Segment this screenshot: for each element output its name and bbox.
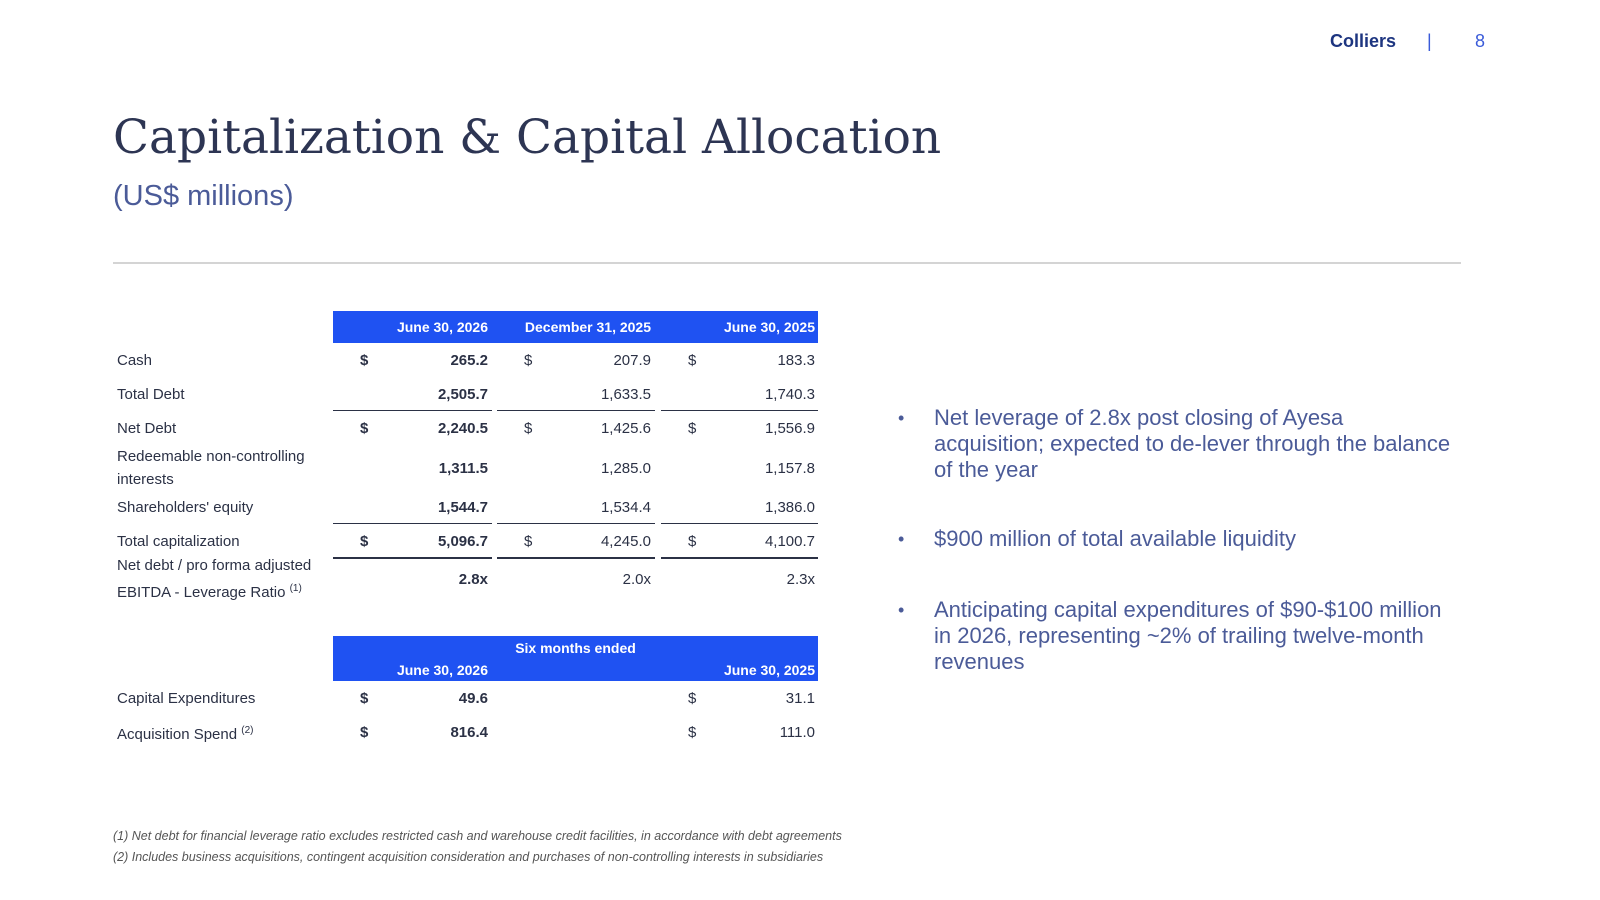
value: 1,311.5	[438, 459, 488, 477]
value: 1,544.7	[437, 499, 488, 516]
column-header: June 30, 2026	[396, 662, 488, 678]
currency: $	[688, 723, 697, 741]
bullet: • Anticipating capital expenditures of $9…	[898, 597, 1458, 675]
bullet: • $900 million of total available liquidi…	[898, 526, 1458, 552]
row-rule	[333, 523, 492, 524]
page-number: 8	[1475, 31, 1486, 51]
row-rule	[333, 557, 492, 559]
value: 1,386.0	[764, 499, 815, 516]
value: 2.8x	[458, 570, 488, 588]
value: 2,505.7	[437, 386, 488, 403]
row-label: Total Debt	[117, 378, 332, 411]
value: 2.0x	[622, 570, 651, 588]
caption: Six months ended	[515, 640, 636, 656]
column-header: June 30, 2025	[723, 319, 815, 335]
currency: $	[524, 419, 533, 437]
footnote: (2) Includes business acquisitions, cont…	[113, 850, 824, 864]
value: 111.0	[779, 723, 815, 741]
footnote-ref: (2)	[241, 724, 254, 736]
separator: |	[1427, 31, 1432, 51]
table1-header-band	[333, 311, 818, 343]
value: 265.2	[450, 352, 488, 369]
value: 1,534.4	[600, 499, 651, 516]
column-header: December 31, 2025	[524, 319, 651, 335]
currency: $	[524, 352, 533, 369]
currency: $	[360, 689, 369, 707]
value: 1,285.0	[600, 459, 651, 477]
currency: $	[360, 419, 369, 437]
currency: $	[688, 689, 697, 707]
subtitle: (US$ millions)	[113, 180, 294, 212]
currency: $	[688, 352, 697, 369]
bullet-dot: •	[898, 600, 905, 620]
row-rule	[661, 410, 818, 411]
value: 31.1	[785, 689, 815, 707]
value: 1,425.6	[600, 419, 651, 437]
row-label: Net debt / pro forma adjusted EBITDA - L…	[117, 557, 332, 601]
bullet-dot: •	[898, 408, 905, 428]
title: Capitalization & Capital Allocation	[113, 110, 942, 165]
value: 4,100.7	[764, 532, 815, 550]
row-label: Acquisition Spend (2)	[117, 715, 332, 749]
currency: $	[360, 352, 369, 369]
label-text: Capital Expenditures	[117, 689, 256, 707]
value: 183.3	[777, 352, 815, 369]
currency: $	[688, 532, 697, 550]
value: 1,157.8	[764, 459, 815, 477]
footnote: (1) Net debt for financial leverage rati…	[113, 829, 842, 843]
footnote-ref: (1)	[289, 583, 302, 594]
rule	[113, 262, 1461, 264]
row-rule	[661, 557, 818, 559]
value: 49.6	[458, 689, 488, 707]
label-text: Total capitalization	[117, 532, 240, 550]
value: 5,096.7	[437, 532, 488, 550]
table2-header-band	[333, 636, 818, 681]
label-text: Acquisition Spend (2)	[117, 724, 254, 743]
row-label: Shareholders' equity	[117, 491, 332, 524]
row-rule	[497, 523, 655, 524]
bullet-text: $900 million of total available liquidit…	[934, 526, 1296, 551]
currency: $	[524, 532, 533, 550]
column-header: June 30, 2025	[723, 662, 815, 678]
currency: $	[360, 532, 369, 550]
row-label: Net Debt	[117, 411, 332, 445]
bullet-text: Anticipating capital expenditures of $90…	[934, 597, 1442, 674]
row-rule	[661, 523, 818, 524]
value: 1,633.5	[600, 386, 651, 403]
row-rule	[497, 557, 655, 559]
row-label: Redeemable non-controlling interests	[117, 445, 332, 491]
value: 207.9	[613, 352, 651, 369]
value: 1,556.9	[764, 419, 815, 437]
label-text: Redeemable non-controlling interests	[117, 448, 305, 488]
row-rule	[497, 410, 655, 411]
label-text: Cash	[117, 352, 153, 369]
column-header: June 30, 2026	[396, 319, 488, 335]
brand: Colliers	[1330, 31, 1397, 51]
label-text: Net Debt	[117, 419, 177, 437]
bullet-text: Net leverage of 2.8x post closing of Aye…	[934, 405, 1451, 482]
label-text: Net debt / pro forma adjusted EBITDA - L…	[117, 557, 312, 601]
bullet: • Net leverage of 2.8x post closing of Ay…	[898, 405, 1458, 483]
row-label: Capital Expenditures	[117, 681, 332, 715]
value: 816.4	[450, 723, 488, 741]
value: 2.3x	[786, 570, 815, 588]
value: 4,245.0	[600, 532, 651, 550]
row-rule	[333, 410, 492, 411]
currency: $	[688, 419, 697, 437]
label-text: Shareholders' equity	[117, 499, 254, 516]
row-label: Total capitalization	[117, 524, 332, 558]
value: 1,740.3	[764, 386, 815, 403]
value: 2,240.5	[437, 419, 488, 437]
label-text: Total Debt	[117, 386, 185, 403]
row-label: Cash	[117, 343, 332, 378]
currency: $	[360, 723, 369, 741]
bullet-dot: •	[898, 529, 905, 549]
